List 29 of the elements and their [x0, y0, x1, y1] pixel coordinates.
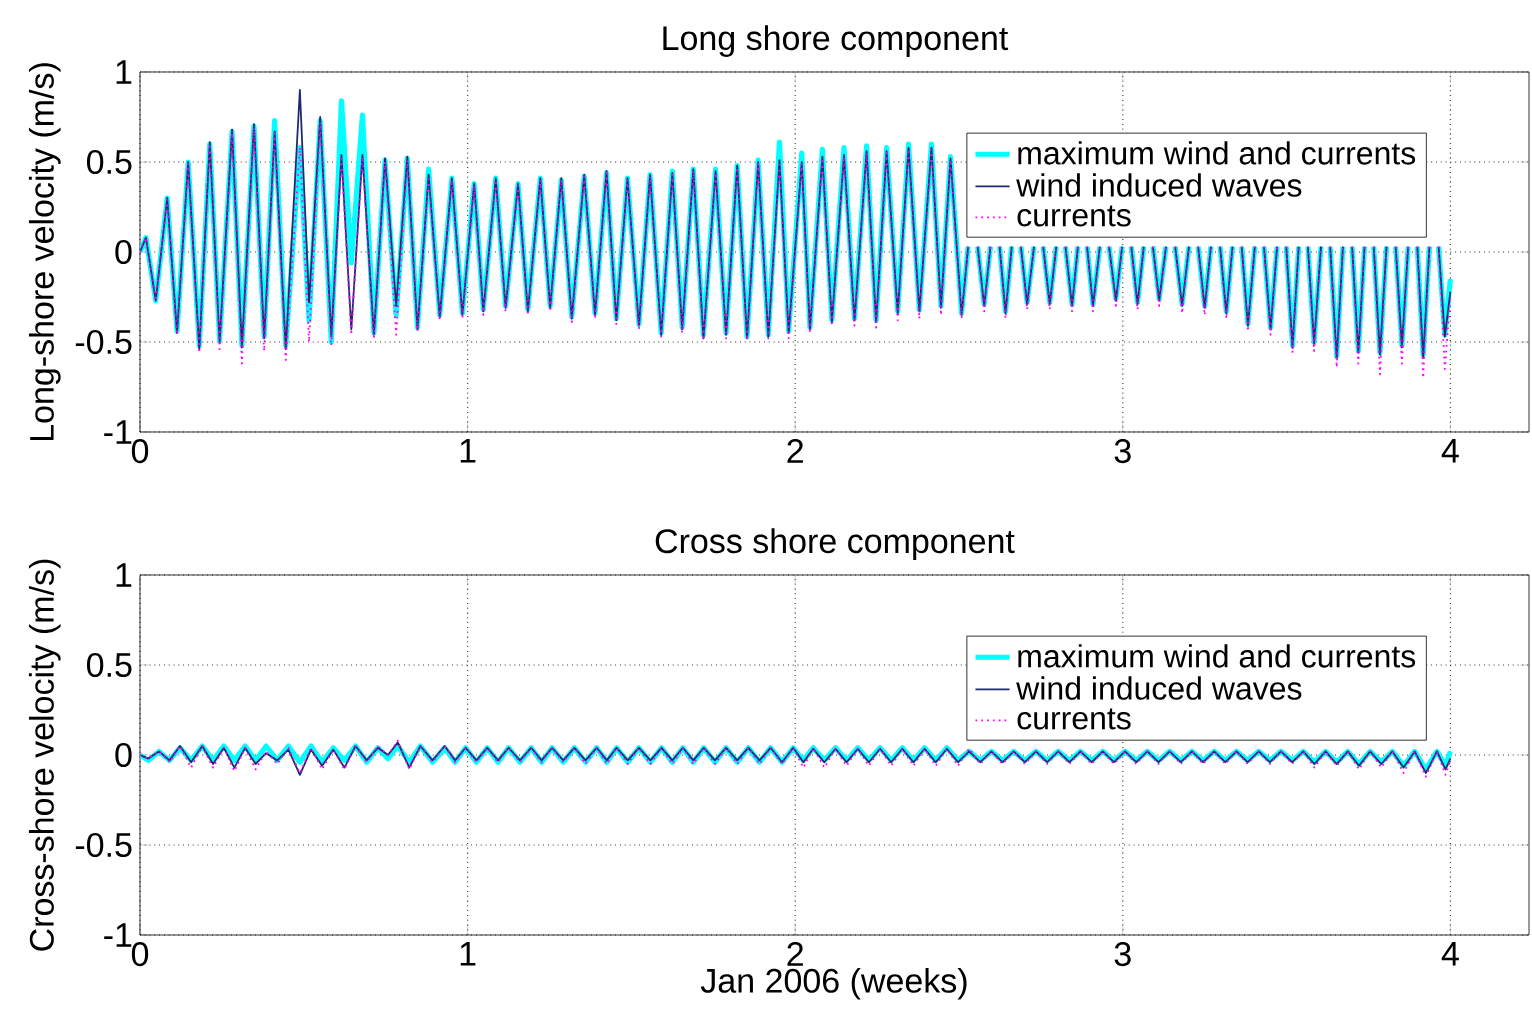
legend-label: maximum wind and currents	[1018, 141, 1416, 165]
x-tick-label: 2	[787, 439, 803, 463]
y-axis-title: Long-shore velocity (m/s)	[28, 63, 61, 441]
y-tick-label: 1	[116, 60, 132, 84]
legend-label: maximum wind and currents	[1018, 644, 1416, 668]
x-tick-label: 3	[1114, 439, 1131, 464]
y-tick-label: -0.5	[75, 832, 132, 858]
x-axis-title: Jan 2006 (weeks)	[700, 967, 967, 1000]
chart-title: Cross shore component	[655, 528, 1015, 560]
x-tick-label: 3	[1114, 942, 1131, 967]
y-tick-label: 0.5	[86, 652, 132, 678]
x-tick-label: 4	[1441, 942, 1459, 966]
y-tick-label: -1	[104, 923, 132, 947]
y-tick-label: -0.5	[75, 329, 132, 355]
legend-label: currents	[1017, 708, 1131, 730]
x-tick-label: 1	[460, 439, 476, 463]
legend-label: currents	[1017, 205, 1131, 227]
y-axis-title: Cross-shore velocity (m/s)	[28, 559, 61, 951]
chart-title: Long shore component	[663, 25, 1009, 57]
y-tick-label: 0	[115, 239, 132, 265]
y-tick-label: 0	[115, 742, 132, 768]
y-tick-label: 1	[116, 563, 132, 587]
y-tick-label: -1	[104, 420, 132, 444]
legend-label: wind induced waves	[1016, 676, 1302, 700]
x-tick-label: 1	[460, 942, 476, 966]
y-tick-label: 0.5	[86, 149, 132, 175]
x-tick-label: 2	[787, 942, 803, 966]
x-tick-label: 4	[1441, 439, 1459, 463]
legend-label: wind induced waves	[1016, 173, 1302, 197]
